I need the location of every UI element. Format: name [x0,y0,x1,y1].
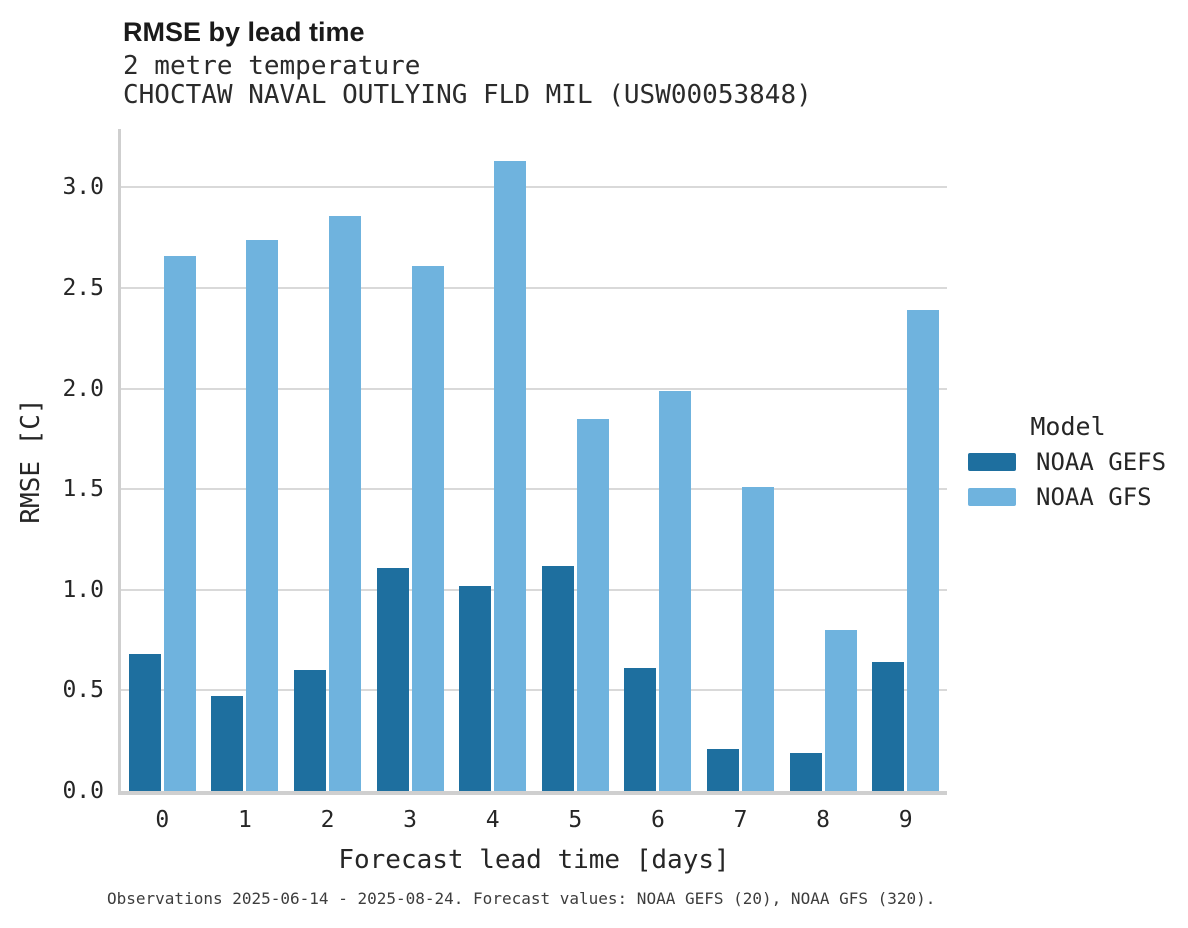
gridline [121,287,947,289]
gridline [121,689,947,691]
y-axis-label: RMSE [C] [16,398,46,524]
y-tick-label: 1.0 [62,577,104,603]
legend-swatch-icon [968,453,1016,471]
bar-noaa-gefs-lead-7 [706,749,739,791]
legend-item-noaa-gefs: NOAA GEFS [968,448,1168,476]
x-tick-label: 2 [320,807,335,833]
x-tick-label: 5 [568,807,583,833]
bar-group-6 [617,129,700,791]
bar-group-9 [864,129,947,791]
y-tick-label: 2.5 [62,275,104,301]
bar-noaa-gefs-lead-6 [624,668,657,791]
chart-subtitle: 2 metre temperature [123,51,421,81]
bar-noaa-gefs-lead-5 [541,566,574,791]
bar-noaa-gfs-lead-9 [907,310,940,791]
bar-noaa-gefs-lead-1 [211,696,244,791]
x-tick-label: 3 [403,807,418,833]
gridline [121,589,947,591]
legend-swatch-icon [968,488,1016,506]
bar-group-7 [699,129,782,791]
bar-noaa-gefs-lead-2 [293,670,326,791]
legend: Model NOAA GEFS NOAA GFS [968,412,1168,523]
bar-noaa-gefs-lead-9 [872,662,905,791]
bar-group-2 [286,129,369,791]
x-tick-label: 8 [816,807,831,833]
bar-noaa-gefs-lead-3 [376,568,409,791]
legend-label: NOAA GEFS [1036,448,1167,476]
y-tick-label: 3.0 [62,174,104,200]
chart-title: RMSE by lead time [123,17,365,47]
bar-noaa-gfs-lead-2 [328,216,361,791]
legend-label: NOAA GFS [1036,483,1152,511]
y-tick-label: 2.0 [62,376,104,402]
bar-noaa-gefs-lead-0 [128,654,161,791]
y-tick-label: 0.5 [62,677,104,703]
bar-group-1 [204,129,287,791]
caption: Observations 2025-06-14 - 2025-08-24. Fo… [107,889,936,908]
legend-item-noaa-gfs: NOAA GFS [968,483,1168,511]
x-axis-label: Forecast lead time [days] [338,845,730,875]
bar-noaa-gfs-lead-8 [824,630,857,791]
x-tick-label: 4 [485,807,500,833]
x-tick-label: 9 [898,807,913,833]
x-tick-label: 7 [733,807,748,833]
bar-noaa-gefs-lead-4 [459,586,492,791]
gridline [121,186,947,188]
bar-noaa-gfs-lead-1 [246,240,279,791]
bar-noaa-gfs-lead-3 [411,266,444,791]
bar-groups [121,129,947,791]
plot-area [118,129,947,795]
bar-noaa-gefs-lead-8 [789,753,822,791]
x-tick-label: 0 [155,807,170,833]
bar-noaa-gfs-lead-6 [659,391,692,791]
x-tick-label: 1 [237,807,252,833]
y-tick-label: 1.5 [62,476,104,502]
gridline [121,488,947,490]
gridline [121,388,947,390]
bar-noaa-gfs-lead-5 [576,419,609,791]
bar-group-3 [369,129,452,791]
bar-group-8 [782,129,865,791]
bar-noaa-gfs-lead-7 [741,487,774,791]
bar-noaa-gfs-lead-4 [494,161,527,791]
bar-noaa-gfs-lead-0 [163,256,196,791]
bar-group-0 [121,129,204,791]
bar-group-4 [451,129,534,791]
legend-title: Model [1030,412,1106,441]
y-tick-label: 0.0 [62,778,104,804]
chart-station-line: CHOCTAW NAVAL OUTLYING FLD MIL (USW00053… [123,80,812,110]
x-tick-label: 6 [650,807,665,833]
bar-group-5 [534,129,617,791]
legend-items: NOAA GEFS NOAA GFS [968,448,1168,511]
